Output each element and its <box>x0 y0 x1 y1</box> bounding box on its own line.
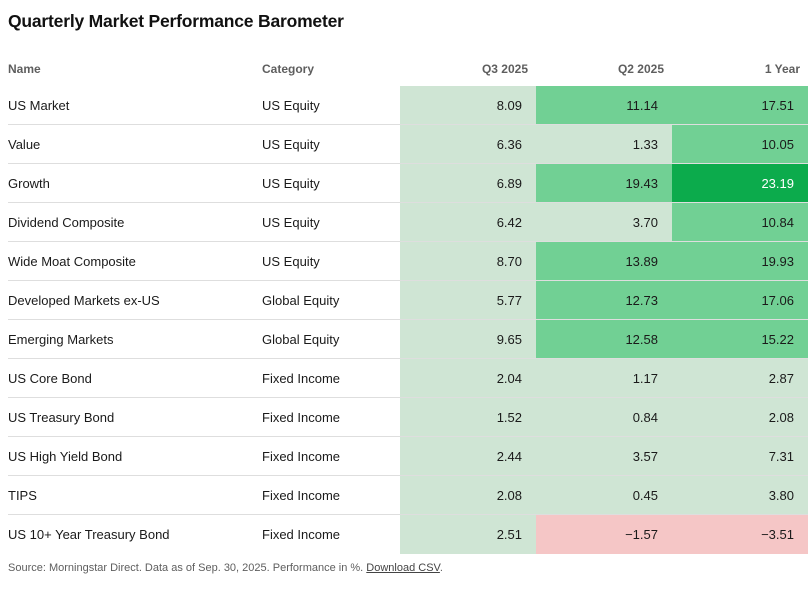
heatmap-value-cell: 8.09 <box>400 86 536 124</box>
row-category-cell: Fixed Income <box>262 370 341 386</box>
column-header-q3-2025: Q3 2025 <box>481 62 528 76</box>
heatmap-value-cell: 7.31 <box>672 437 808 475</box>
heatmap-value-cell: 11.14 <box>536 86 672 124</box>
row-name-cell: Emerging Markets <box>8 331 114 347</box>
row-name-cell: Value <box>8 136 41 152</box>
heatmap-value-cell: 6.89 <box>400 164 536 202</box>
row-name-cell: Wide Moat Composite <box>8 253 136 269</box>
row-category-cell: Fixed Income <box>262 487 341 503</box>
source-note: Source: Morningstar Direct. Data as of S… <box>8 561 812 575</box>
heatmap-value-cell: 17.51 <box>672 86 808 124</box>
table-row: Dividend Composite US Equity 6.42 3.70 10.84 <box>8 203 808 242</box>
heatmap-value-cell: 2.08 <box>672 398 808 436</box>
page-title: Quarterly Market Performance Barometer <box>8 11 344 31</box>
source-text: Source: Morningstar Direct. Data as of S… <box>8 562 367 574</box>
heatmap-value-cell: 2.51 <box>400 515 536 554</box>
heatmap-value-cell: 3.70 <box>536 203 672 241</box>
table-row: Developed Markets ex-US Global Equity 5.77… <box>8 281 808 320</box>
row-category-cell: US Equity <box>262 97 320 113</box>
row-name-cell: TIPS <box>8 487 37 503</box>
table-header-row: Name Category Q3 2025 Q2 2025 1 Year <box>8 54 808 76</box>
heatmap-value-cell: 6.36 <box>400 125 536 163</box>
table-row: US Treasury Bond Fixed Income 1.52 0.84 2.08 <box>8 398 808 437</box>
table-row: US Core Bond Fixed Income 2.04 1.17 2.87 <box>8 359 808 398</box>
table-row: Growth US Equity 6.89 19.43 23.19 <box>8 164 808 203</box>
row-name-cell: US 10+ Year Treasury Bond <box>8 527 170 542</box>
table-row: US Market US Equity 8.09 11.14 17.51 <box>8 86 808 125</box>
heatmap-value-cell: −3.51 <box>672 515 808 554</box>
row-category-cell: US Equity <box>262 214 320 230</box>
heatmap-value-cell: 2.44 <box>400 437 536 475</box>
heatmap-value-cell: 0.45 <box>536 476 672 514</box>
heatmap-value-cell: 2.08 <box>400 476 536 514</box>
row-category-cell: Global Equity <box>262 331 340 347</box>
row-category-cell: Fixed Income <box>262 409 341 425</box>
heatmap-value-cell: 0.84 <box>536 398 672 436</box>
heatmap-value-cell: 1.17 <box>536 359 672 397</box>
heatmap-value-cell: 10.05 <box>672 125 808 163</box>
quarterly-market-performance-barometer: Quarterly Market Performance Barometer N… <box>0 10 812 590</box>
heatmap-value-cell: 10.84 <box>672 203 808 241</box>
row-category-cell: US Equity <box>262 253 320 269</box>
heatmap-value-cell: 1.52 <box>400 398 536 436</box>
row-name-cell: Dividend Composite <box>8 214 125 230</box>
table-row: Emerging Markets Global Equity 9.65 12.58 15… <box>8 320 808 359</box>
heatmap-value-cell: 5.77 <box>400 281 536 319</box>
heatmap-value-cell: 2.04 <box>400 359 536 397</box>
heatmap-value-cell: 23.19 <box>672 164 808 202</box>
table-row: US 10+ Year Treasury Bond Fixed Income 2.5… <box>8 515 808 554</box>
column-header-1-year: 1 Year <box>764 62 800 76</box>
row-name-cell: US Market <box>8 97 70 113</box>
table-row: US High Yield Bond Fixed Income 2.44 3.57 7.… <box>8 437 808 476</box>
performance-table: Name Category Q3 2025 Q2 2025 1 Year US … <box>8 54 808 554</box>
heatmap-value-cell: 1.33 <box>536 125 672 163</box>
heatmap-value-cell: 17.06 <box>672 281 808 319</box>
heatmap-value-cell: 19.43 <box>536 164 672 202</box>
heatmap-value-cell: 15.22 <box>672 320 808 358</box>
download-csv-link[interactable]: Download CSV <box>366 562 440 574</box>
row-category-cell: Fixed Income <box>262 448 341 464</box>
heatmap-value-cell: −1.57 <box>536 515 672 554</box>
row-category-cell: US Equity <box>262 136 320 152</box>
row-name-cell: US Core Bond <box>8 370 92 386</box>
performance-table-body: US Market US Equity 8.09 11.14 17.51 Value US … <box>8 86 808 554</box>
row-name-cell: Developed Markets ex-US <box>8 292 160 308</box>
source-suffix: . <box>439 562 443 574</box>
heatmap-value-cell: 12.73 <box>536 281 672 319</box>
row-category-cell: Fixed Income <box>262 527 341 542</box>
row-name-cell: Growth <box>8 175 50 191</box>
heatmap-value-cell: 3.80 <box>672 476 808 514</box>
row-name-cell: US High Yield Bond <box>8 448 123 464</box>
heatmap-value-cell: 9.65 <box>400 320 536 358</box>
table-row: TIPS Fixed Income 2.08 0.45 3.80 <box>8 476 808 515</box>
row-category-cell: US Equity <box>262 175 320 191</box>
heatmap-value-cell: 19.93 <box>672 242 808 280</box>
heatmap-value-cell: 3.57 <box>536 437 672 475</box>
row-name-cell: US Treasury Bond <box>8 409 115 425</box>
column-header-q2-2025: Q2 2025 <box>617 62 664 76</box>
table-row: Value US Equity 6.36 1.33 10.05 <box>8 125 808 164</box>
heatmap-value-cell: 8.70 <box>400 242 536 280</box>
column-header-name: Name <box>8 62 41 76</box>
table-row: Wide Moat Composite US Equity 8.70 13.89 19.… <box>8 242 808 281</box>
heatmap-value-cell: 2.87 <box>672 359 808 397</box>
heatmap-value-cell: 12.58 <box>536 320 672 358</box>
row-category-cell: Global Equity <box>262 292 340 308</box>
column-header-category: Category <box>262 62 315 76</box>
heatmap-value-cell: 13.89 <box>536 242 672 280</box>
heatmap-value-cell: 6.42 <box>400 203 536 241</box>
